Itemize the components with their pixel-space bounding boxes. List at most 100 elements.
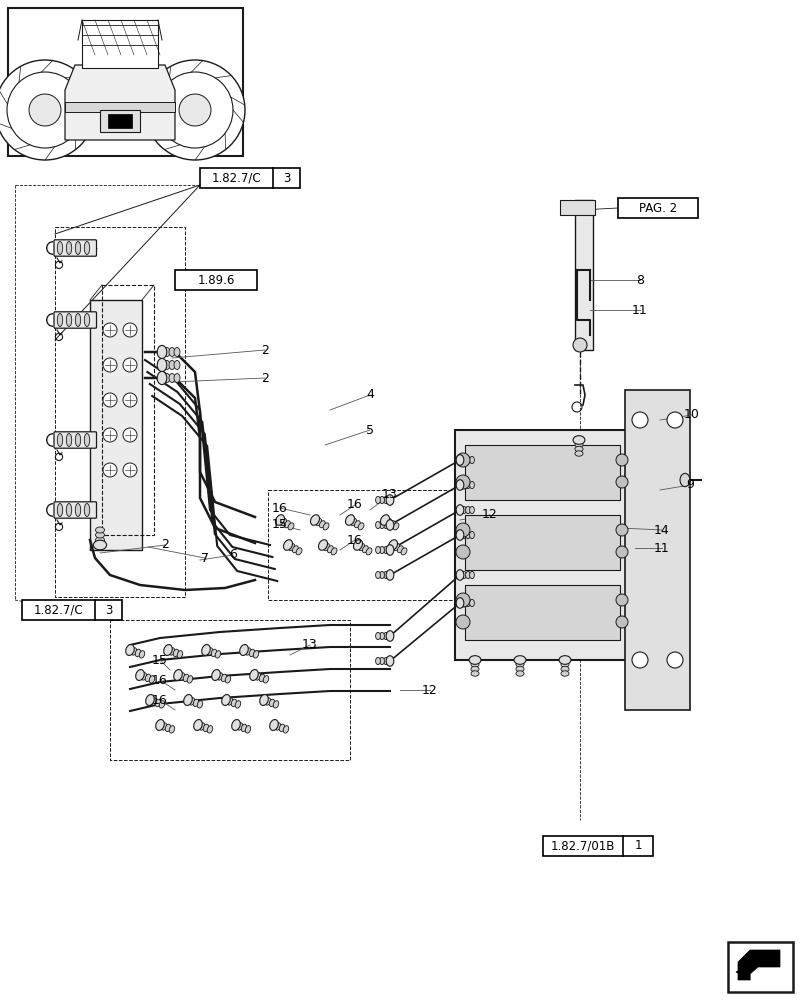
Ellipse shape [469, 599, 474, 607]
Ellipse shape [135, 670, 144, 680]
Ellipse shape [58, 434, 62, 446]
Ellipse shape [456, 480, 463, 490]
Ellipse shape [67, 242, 71, 254]
FancyBboxPatch shape [54, 502, 97, 518]
Ellipse shape [461, 571, 466, 579]
Circle shape [103, 323, 117, 337]
Text: 2: 2 [261, 344, 268, 357]
Ellipse shape [131, 648, 136, 655]
Ellipse shape [383, 632, 388, 640]
Ellipse shape [207, 648, 212, 655]
Bar [574, 200, 592, 350]
Ellipse shape [456, 530, 463, 540]
Ellipse shape [273, 701, 278, 708]
Ellipse shape [469, 481, 474, 489]
Ellipse shape [164, 348, 169, 357]
Bar [55, 227, 185, 597]
Text: 16: 16 [346, 498, 363, 512]
Ellipse shape [383, 546, 388, 554]
Text: PAG. 2: PAG. 2 [638, 202, 676, 215]
Ellipse shape [245, 648, 251, 655]
Text: 1: 1 [633, 839, 642, 852]
Ellipse shape [145, 674, 151, 682]
Ellipse shape [259, 674, 264, 682]
Ellipse shape [157, 371, 166, 385]
Ellipse shape [283, 540, 292, 550]
Ellipse shape [574, 442, 582, 447]
Ellipse shape [456, 505, 463, 515]
Ellipse shape [465, 506, 470, 514]
Ellipse shape [379, 657, 384, 665]
Ellipse shape [470, 666, 478, 672]
Ellipse shape [385, 519, 391, 526]
Ellipse shape [383, 496, 388, 504]
Ellipse shape [386, 545, 393, 555]
Ellipse shape [169, 373, 175, 382]
Ellipse shape [375, 521, 380, 529]
Text: 11: 11 [631, 304, 647, 316]
Ellipse shape [315, 519, 321, 526]
Text: 16: 16 [346, 534, 363, 546]
Circle shape [456, 615, 470, 629]
Ellipse shape [292, 546, 298, 553]
Circle shape [122, 323, 137, 337]
Ellipse shape [574, 451, 582, 456]
Ellipse shape [75, 242, 80, 254]
Ellipse shape [354, 521, 360, 528]
Ellipse shape [465, 456, 470, 464]
Ellipse shape [560, 662, 569, 667]
Ellipse shape [386, 631, 393, 641]
Ellipse shape [560, 671, 569, 676]
Ellipse shape [265, 698, 270, 705]
Ellipse shape [389, 521, 395, 528]
Ellipse shape [164, 373, 169, 382]
Ellipse shape [96, 527, 105, 533]
Ellipse shape [211, 649, 217, 657]
Ellipse shape [393, 544, 399, 551]
Text: 8: 8 [635, 273, 643, 286]
Ellipse shape [84, 434, 89, 446]
Ellipse shape [225, 676, 230, 683]
Text: 1.82.7/C: 1.82.7/C [212, 172, 261, 185]
Ellipse shape [58, 504, 62, 516]
Ellipse shape [199, 723, 204, 730]
Ellipse shape [310, 515, 319, 525]
Ellipse shape [231, 699, 237, 707]
Circle shape [456, 545, 470, 559]
Text: 14: 14 [654, 524, 669, 536]
Ellipse shape [375, 546, 380, 554]
Ellipse shape [358, 544, 364, 551]
Ellipse shape [465, 481, 470, 489]
Bar [100, 110, 139, 132]
Ellipse shape [362, 546, 368, 553]
Ellipse shape [469, 656, 480, 664]
Text: 3: 3 [282, 172, 290, 185]
Ellipse shape [169, 648, 174, 655]
Ellipse shape [456, 570, 463, 580]
Ellipse shape [260, 695, 268, 705]
Ellipse shape [327, 546, 333, 553]
Ellipse shape [275, 515, 284, 525]
Ellipse shape [183, 674, 188, 682]
Ellipse shape [201, 645, 210, 655]
Ellipse shape [189, 698, 195, 705]
Text: 1.82.7/C: 1.82.7/C [33, 603, 84, 616]
Ellipse shape [461, 456, 466, 464]
Ellipse shape [253, 651, 259, 658]
Text: 15: 15 [152, 654, 168, 666]
Ellipse shape [288, 523, 294, 530]
Ellipse shape [250, 670, 258, 680]
Ellipse shape [345, 515, 354, 525]
Circle shape [456, 475, 470, 489]
Bar [465, 445, 620, 500]
Circle shape [456, 523, 470, 537]
Ellipse shape [401, 548, 406, 555]
Bar [617, 198, 697, 218]
Ellipse shape [386, 520, 393, 530]
Ellipse shape [173, 649, 178, 657]
Ellipse shape [241, 724, 247, 732]
Ellipse shape [157, 345, 166, 359]
Ellipse shape [159, 701, 165, 708]
Ellipse shape [461, 506, 466, 514]
Ellipse shape [155, 699, 161, 707]
